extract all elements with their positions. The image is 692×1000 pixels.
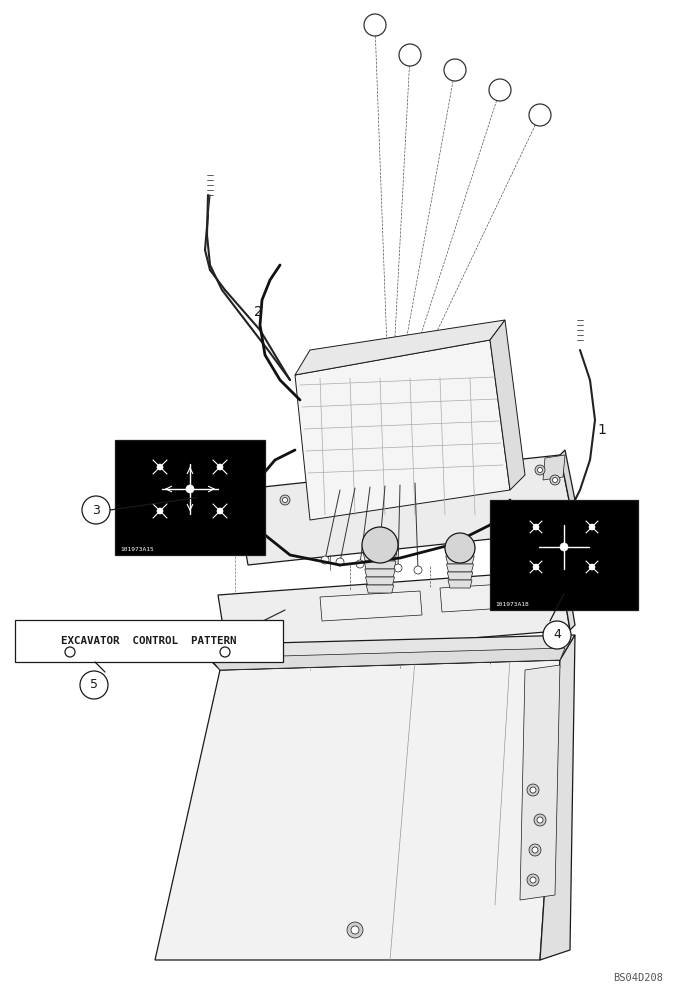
Circle shape (445, 533, 475, 563)
Text: 5: 5 (90, 678, 98, 692)
Circle shape (589, 564, 595, 570)
Circle shape (529, 104, 551, 126)
Bar (490, 500, 638, 610)
Circle shape (530, 787, 536, 793)
Polygon shape (448, 580, 472, 588)
Circle shape (217, 508, 223, 514)
Text: 3: 3 (92, 504, 100, 516)
Polygon shape (543, 455, 565, 480)
Circle shape (220, 647, 230, 657)
Circle shape (374, 562, 382, 570)
Circle shape (527, 784, 539, 796)
Polygon shape (363, 545, 397, 553)
Circle shape (255, 500, 265, 510)
Text: BS04D208: BS04D208 (613, 973, 663, 983)
Polygon shape (238, 488, 260, 512)
Polygon shape (295, 320, 505, 375)
Circle shape (186, 485, 194, 493)
Circle shape (444, 59, 466, 81)
Polygon shape (365, 577, 394, 585)
Circle shape (533, 524, 539, 530)
Polygon shape (155, 660, 560, 960)
Polygon shape (540, 635, 575, 960)
Polygon shape (364, 561, 396, 569)
Circle shape (80, 671, 108, 699)
Circle shape (82, 496, 110, 524)
Circle shape (532, 847, 538, 853)
Polygon shape (363, 553, 397, 561)
Circle shape (399, 44, 421, 66)
Circle shape (550, 475, 560, 485)
Polygon shape (560, 565, 575, 630)
Circle shape (529, 844, 541, 856)
Polygon shape (235, 455, 575, 565)
Circle shape (336, 558, 344, 566)
Circle shape (534, 814, 546, 826)
Polygon shape (490, 320, 525, 490)
Circle shape (356, 560, 364, 568)
Circle shape (527, 874, 539, 886)
Polygon shape (366, 585, 394, 593)
Circle shape (351, 926, 359, 934)
Text: 101973A18: 101973A18 (495, 602, 529, 607)
Polygon shape (440, 583, 522, 612)
Circle shape (535, 465, 545, 475)
Text: 2: 2 (254, 305, 262, 319)
Polygon shape (365, 569, 395, 577)
Circle shape (280, 495, 290, 505)
Text: 101973A15: 101973A15 (120, 547, 154, 552)
Text: EXCAVATOR  CONTROL  PATTERN: EXCAVATOR CONTROL PATTERN (62, 636, 237, 646)
Circle shape (543, 621, 571, 649)
Circle shape (589, 524, 595, 530)
Circle shape (282, 497, 287, 502)
Circle shape (364, 14, 386, 36)
Text: 1: 1 (598, 423, 606, 437)
Circle shape (157, 464, 163, 470)
Polygon shape (210, 648, 565, 670)
Circle shape (561, 509, 573, 521)
Circle shape (560, 543, 568, 551)
Circle shape (394, 564, 402, 572)
Circle shape (202, 484, 214, 496)
Circle shape (257, 502, 262, 508)
Polygon shape (520, 665, 560, 900)
Circle shape (217, 464, 223, 470)
Circle shape (321, 556, 329, 564)
Polygon shape (445, 548, 475, 556)
Bar (15, 620, 283, 662)
Circle shape (489, 79, 511, 101)
Text: 4: 4 (553, 629, 561, 642)
Circle shape (65, 647, 75, 657)
Circle shape (157, 508, 163, 514)
Polygon shape (446, 564, 473, 572)
Circle shape (552, 478, 558, 483)
Polygon shape (218, 570, 570, 658)
Polygon shape (447, 572, 473, 580)
Bar (115, 440, 265, 555)
Polygon shape (195, 635, 575, 670)
Polygon shape (446, 556, 474, 564)
Polygon shape (320, 591, 422, 621)
Circle shape (538, 468, 543, 473)
Polygon shape (295, 340, 510, 520)
Circle shape (414, 566, 422, 574)
Circle shape (347, 922, 363, 938)
Circle shape (530, 877, 536, 883)
Circle shape (537, 817, 543, 823)
Circle shape (362, 527, 398, 563)
Circle shape (533, 564, 539, 570)
Polygon shape (560, 450, 580, 530)
